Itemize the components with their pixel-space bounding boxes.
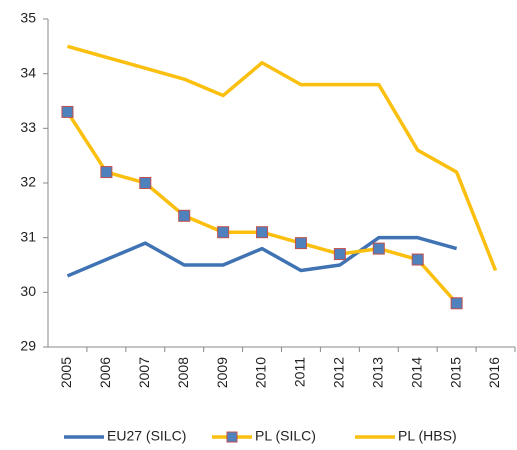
marker — [372, 242, 385, 255]
y-tick-label: 30 — [20, 283, 36, 299]
legend-label: EU27 (SILC) — [107, 428, 186, 444]
marker — [256, 226, 269, 239]
marker — [217, 226, 230, 239]
x-tick-label: 2006 — [97, 357, 113, 388]
x-tick-label: 2009 — [214, 357, 230, 388]
marker — [61, 105, 74, 118]
marker — [333, 248, 346, 261]
series-line — [65, 110, 458, 305]
legend-label: PL (HBS) — [398, 428, 457, 444]
series-line — [66, 235, 458, 278]
x-tick-label: 2005 — [58, 357, 74, 388]
x-tick-label: 2016 — [486, 357, 502, 388]
y-tick-label: 31 — [20, 228, 36, 244]
x-tick-label: 2015 — [447, 357, 463, 388]
x-tick-label: 2010 — [253, 357, 269, 388]
marker — [100, 166, 113, 179]
x-tick-label: 2011 — [292, 357, 308, 387]
y-tick-label: 34 — [20, 64, 36, 80]
x-tick-label: 2012 — [331, 357, 347, 388]
marker — [411, 253, 424, 266]
x-tick-label: 2007 — [136, 357, 152, 388]
legend-marker — [226, 431, 238, 443]
marker — [450, 297, 463, 310]
y-tick-label: 35 — [20, 10, 36, 26]
marker — [139, 177, 152, 189]
x-tick-label: 2014 — [408, 357, 424, 388]
marker — [294, 237, 307, 250]
y-tick-label: 33 — [20, 119, 36, 135]
y-tick-label: 29 — [20, 338, 36, 354]
series-line — [66, 44, 498, 272]
x-tick-label: 2008 — [175, 357, 191, 388]
legend-label: PL (SILC) — [255, 428, 316, 444]
x-tick-label: 2013 — [369, 357, 385, 388]
y-tick-label: 32 — [20, 174, 36, 190]
marker — [178, 209, 191, 222]
